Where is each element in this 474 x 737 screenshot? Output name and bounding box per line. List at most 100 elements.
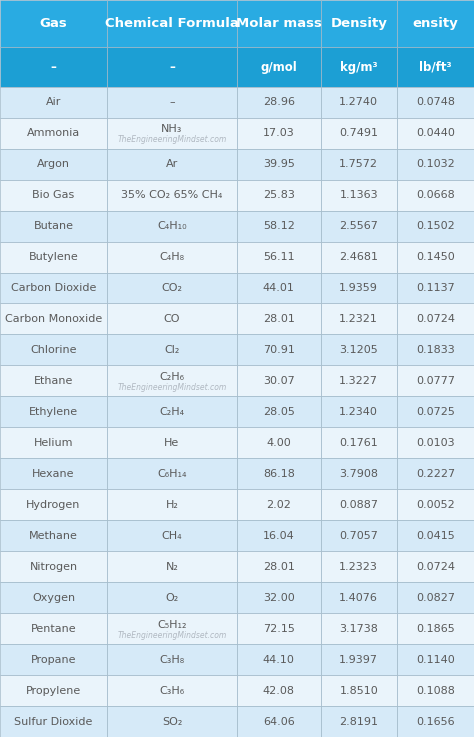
Text: 0.1761: 0.1761: [339, 438, 378, 448]
Bar: [0, 149, 107, 180]
Text: Ammonia: Ammonia: [27, 128, 80, 138]
Text: 0.0725: 0.0725: [416, 407, 455, 417]
Bar: [237, 675, 320, 706]
Bar: [237, 0, 320, 47]
Text: 28.05: 28.05: [263, 407, 295, 417]
Bar: [237, 397, 320, 427]
Text: 0.1656: 0.1656: [416, 716, 455, 727]
Text: kg/m³: kg/m³: [340, 60, 378, 74]
Text: 0.1088: 0.1088: [416, 685, 455, 696]
Text: H₂: H₂: [165, 500, 178, 510]
Text: 1.4076: 1.4076: [339, 593, 378, 603]
Text: 0.2227: 0.2227: [416, 469, 455, 479]
Text: 35% CO₂ 65% CH₄: 35% CO₂ 65% CH₄: [121, 190, 223, 200]
Text: –: –: [169, 60, 175, 74]
Bar: [107, 551, 237, 582]
Bar: [107, 335, 237, 366]
Text: O₂: O₂: [165, 593, 179, 603]
Bar: [237, 489, 320, 520]
Text: CO: CO: [164, 314, 180, 324]
Bar: [320, 520, 397, 551]
Text: 0.0440: 0.0440: [416, 128, 455, 138]
Bar: [237, 458, 320, 489]
Text: Helium: Helium: [34, 438, 73, 448]
Bar: [320, 0, 397, 47]
Text: Chlorine: Chlorine: [30, 345, 77, 355]
Text: Ar: Ar: [166, 159, 178, 169]
Text: 1.2340: 1.2340: [339, 407, 378, 417]
Bar: [237, 644, 320, 675]
Bar: [397, 706, 474, 737]
Bar: [397, 242, 474, 273]
Bar: [397, 118, 474, 149]
Bar: [237, 520, 320, 551]
Bar: [320, 644, 397, 675]
Text: 16.04: 16.04: [263, 531, 295, 541]
Text: Ethane: Ethane: [34, 376, 73, 386]
Bar: [0, 335, 107, 366]
Bar: [107, 118, 237, 149]
Bar: [0, 458, 107, 489]
Text: CH₄: CH₄: [162, 531, 182, 541]
Text: 0.0748: 0.0748: [416, 97, 455, 107]
Text: Bio Gas: Bio Gas: [32, 190, 74, 200]
Text: Sulfur Dioxide: Sulfur Dioxide: [14, 716, 92, 727]
Bar: [397, 149, 474, 180]
Bar: [320, 613, 397, 644]
Text: 0.0668: 0.0668: [416, 190, 455, 200]
Text: 1.2321: 1.2321: [339, 314, 378, 324]
Bar: [0, 366, 107, 397]
Bar: [107, 211, 237, 242]
Text: 0.0103: 0.0103: [416, 438, 455, 448]
Bar: [0, 273, 107, 304]
Bar: [237, 366, 320, 397]
Bar: [107, 273, 237, 304]
Bar: [237, 551, 320, 582]
Bar: [320, 149, 397, 180]
Bar: [320, 304, 397, 335]
Bar: [320, 242, 397, 273]
Bar: [320, 675, 397, 706]
Bar: [320, 397, 397, 427]
Text: SO₂: SO₂: [162, 716, 182, 727]
Bar: [397, 273, 474, 304]
Text: 2.02: 2.02: [266, 500, 291, 510]
Text: 86.18: 86.18: [263, 469, 295, 479]
Bar: [237, 427, 320, 458]
Text: 0.0724: 0.0724: [416, 314, 455, 324]
Bar: [320, 335, 397, 366]
Text: C₂H₆: C₂H₆: [159, 372, 184, 383]
Text: 0.7057: 0.7057: [339, 531, 378, 541]
Text: 0.7491: 0.7491: [339, 128, 378, 138]
Text: Ethylene: Ethylene: [29, 407, 78, 417]
Text: C₄H₈: C₄H₈: [159, 252, 184, 262]
Text: 39.95: 39.95: [263, 159, 295, 169]
Bar: [397, 47, 474, 87]
Text: 3.1205: 3.1205: [339, 345, 378, 355]
Text: 1.9359: 1.9359: [339, 283, 378, 293]
Text: Nitrogen: Nitrogen: [29, 562, 78, 572]
Text: 64.06: 64.06: [263, 716, 295, 727]
Bar: [0, 0, 107, 47]
Text: 2.5567: 2.5567: [339, 221, 378, 231]
Bar: [237, 335, 320, 366]
Bar: [397, 366, 474, 397]
Text: lb/ft³: lb/ft³: [419, 60, 452, 74]
Text: 28.01: 28.01: [263, 314, 295, 324]
Bar: [107, 706, 237, 737]
Text: 0.0887: 0.0887: [339, 500, 378, 510]
Bar: [237, 242, 320, 273]
Bar: [397, 582, 474, 613]
Bar: [107, 149, 237, 180]
Text: g/mol: g/mol: [260, 60, 297, 74]
Bar: [0, 551, 107, 582]
Bar: [0, 397, 107, 427]
Text: TheEngineeringMindset.com: TheEngineeringMindset.com: [118, 383, 227, 392]
Bar: [320, 551, 397, 582]
Text: Hexane: Hexane: [32, 469, 75, 479]
Bar: [320, 87, 397, 118]
Text: Argon: Argon: [37, 159, 70, 169]
Bar: [237, 118, 320, 149]
Bar: [0, 47, 107, 87]
Bar: [0, 87, 107, 118]
